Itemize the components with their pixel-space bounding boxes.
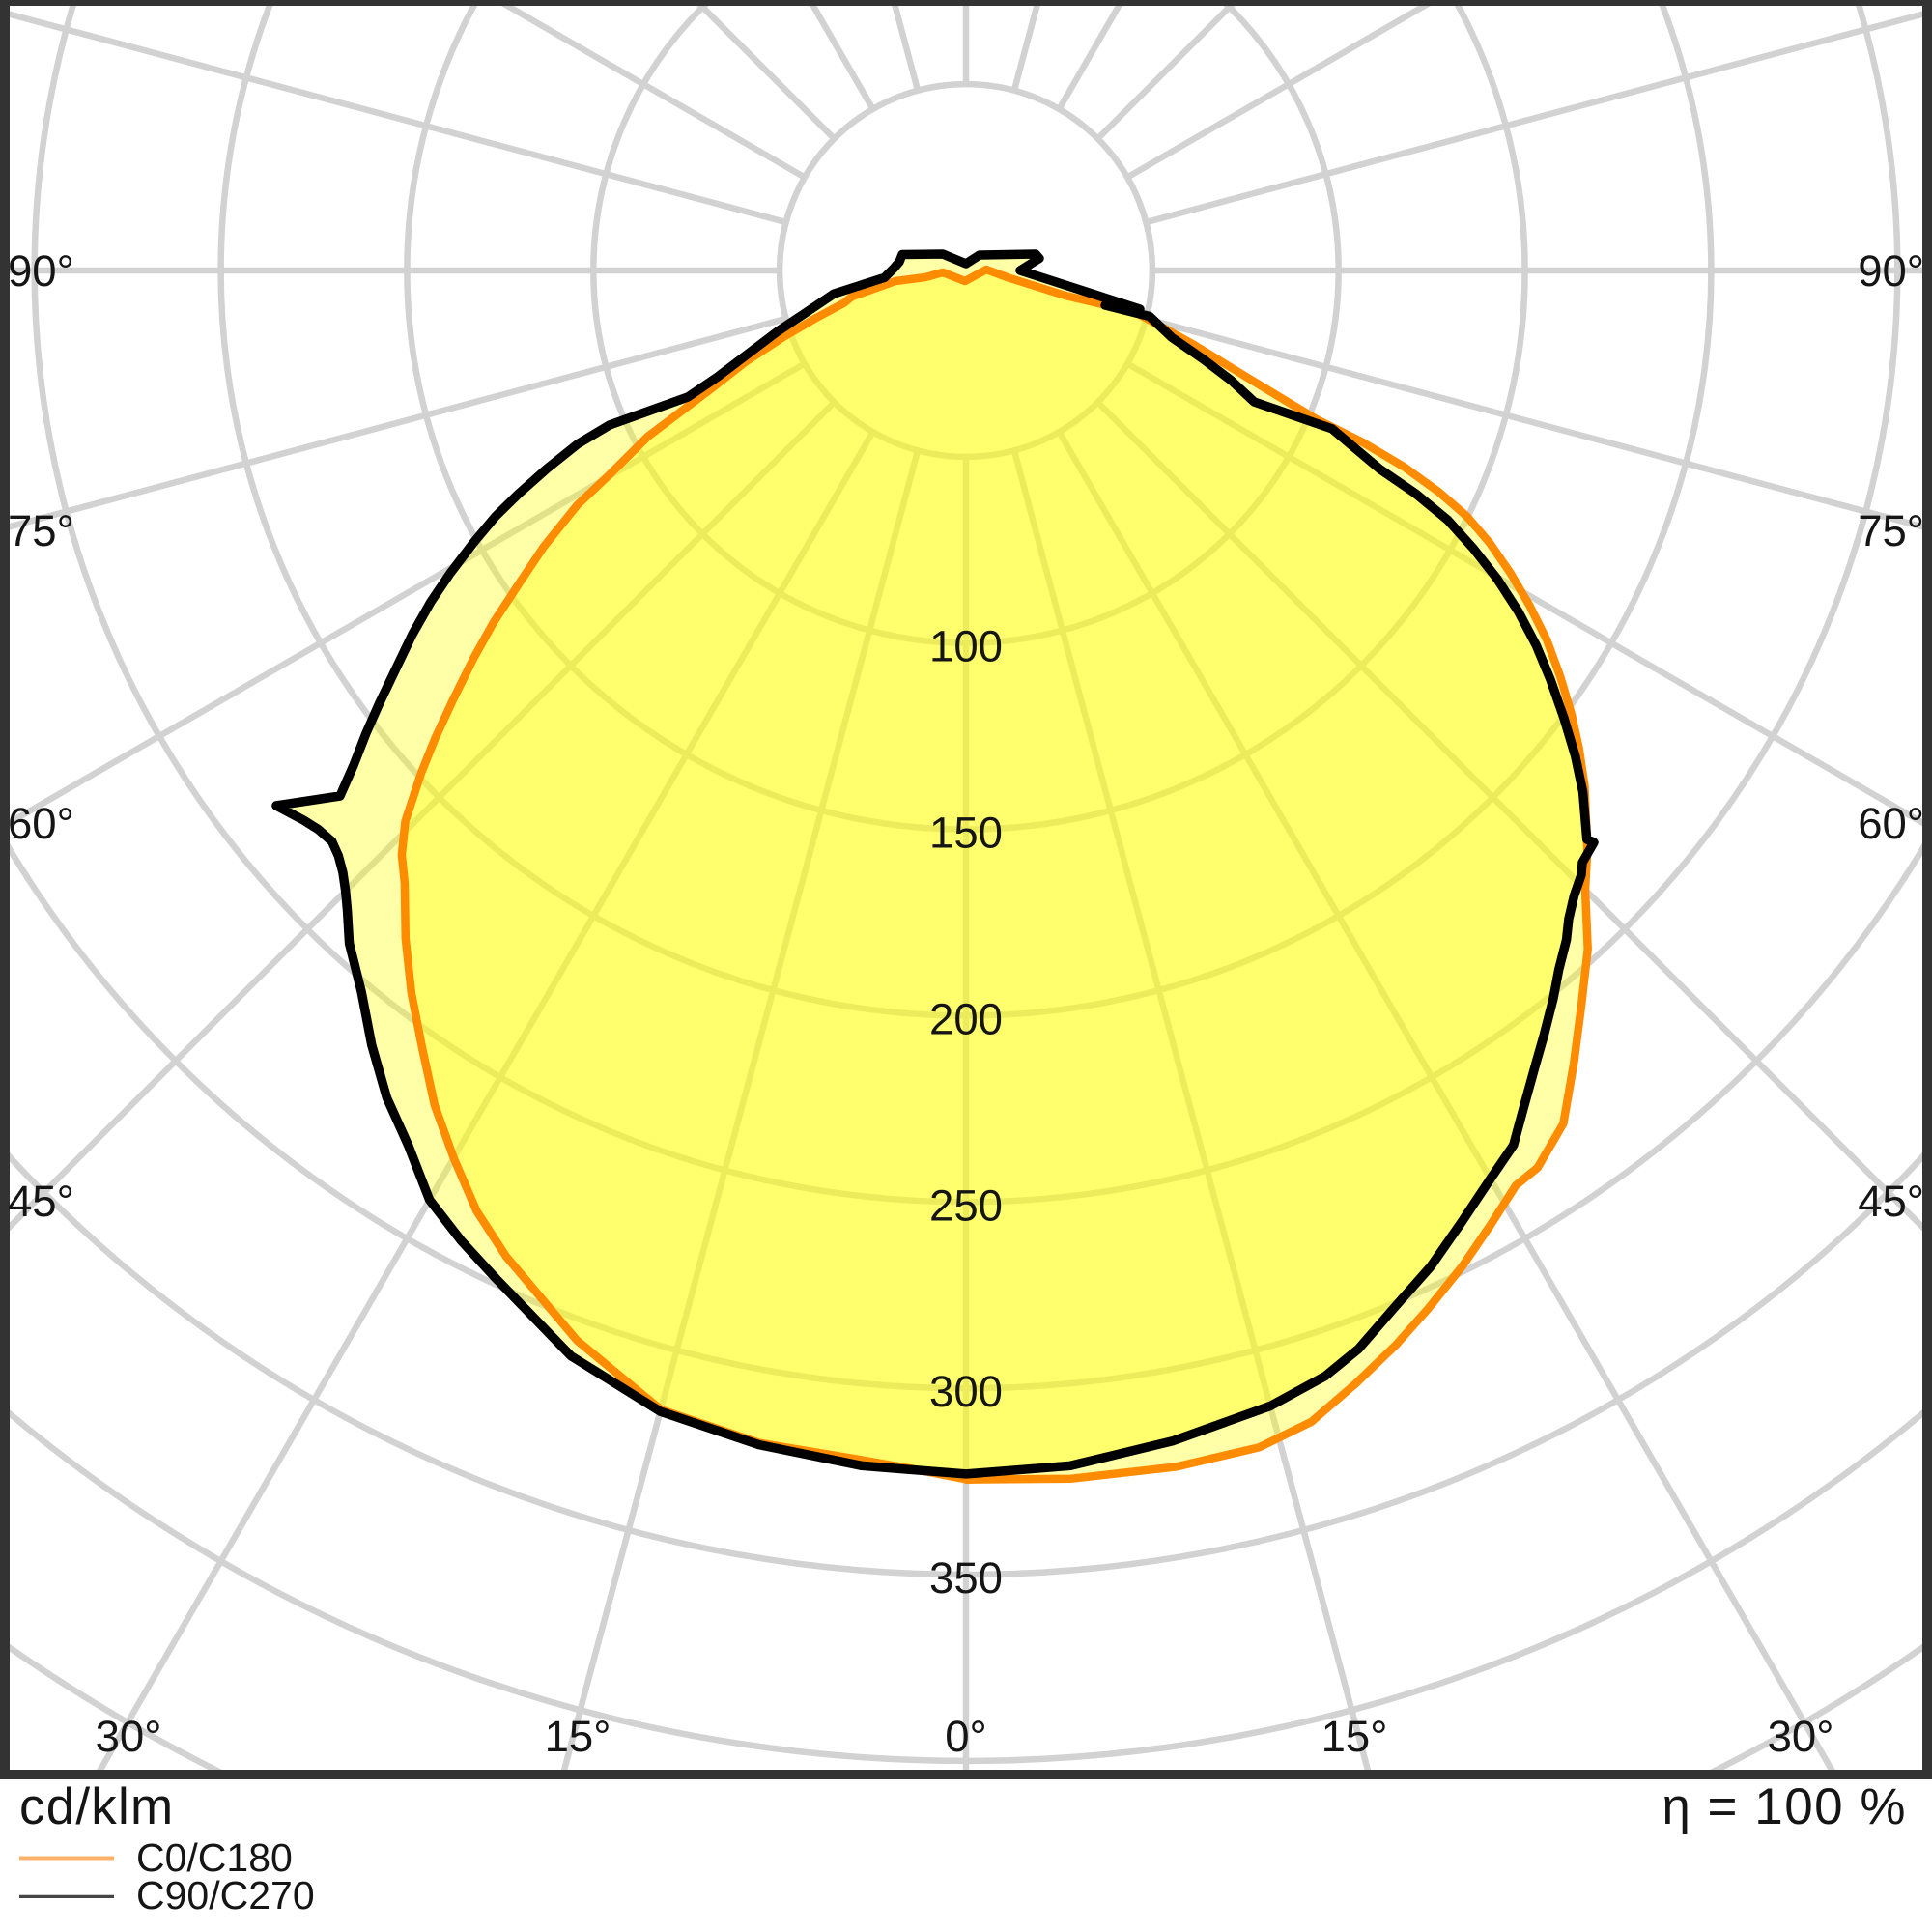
svg-text:200: 200 <box>929 994 1003 1043</box>
svg-text:30°: 30° <box>1768 1712 1834 1761</box>
svg-text:C90/C270: C90/C270 <box>136 1873 315 1918</box>
svg-text:300: 300 <box>929 1367 1003 1416</box>
svg-text:45°: 45° <box>1858 1177 1924 1226</box>
svg-text:60°: 60° <box>1858 799 1924 848</box>
svg-text:cd/klm: cd/klm <box>19 1778 174 1835</box>
svg-text:75°: 75° <box>8 506 74 555</box>
svg-text:150: 150 <box>929 809 1003 858</box>
svg-text:η = 100 %: η = 100 % <box>1662 1778 1907 1835</box>
svg-text:C0/C180: C0/C180 <box>136 1835 293 1880</box>
svg-text:60°: 60° <box>8 799 74 848</box>
svg-text:15°: 15° <box>545 1712 611 1761</box>
svg-text:250: 250 <box>929 1180 1003 1230</box>
svg-text:90°: 90° <box>8 246 74 296</box>
svg-text:30°: 30° <box>96 1712 162 1761</box>
svg-text:0°: 0° <box>945 1712 987 1761</box>
svg-text:75°: 75° <box>1858 506 1924 555</box>
svg-text:350: 350 <box>929 1553 1003 1603</box>
svg-text:45°: 45° <box>8 1177 74 1226</box>
svg-text:15°: 15° <box>1321 1712 1388 1761</box>
svg-text:90°: 90° <box>1858 246 1924 296</box>
svg-text:100: 100 <box>929 622 1003 671</box>
